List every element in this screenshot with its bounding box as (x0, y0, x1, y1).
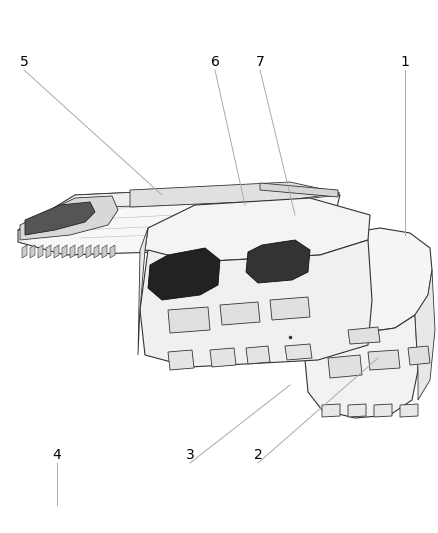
Polygon shape (94, 245, 99, 258)
Polygon shape (46, 245, 51, 258)
Polygon shape (168, 307, 210, 333)
Text: 6: 6 (211, 55, 219, 69)
Polygon shape (18, 185, 340, 230)
Polygon shape (20, 196, 118, 240)
Polygon shape (86, 245, 91, 258)
Text: 4: 4 (53, 448, 61, 462)
Polygon shape (110, 245, 115, 258)
Polygon shape (38, 245, 43, 258)
Polygon shape (168, 350, 194, 370)
Polygon shape (145, 198, 370, 262)
Polygon shape (18, 185, 340, 255)
Polygon shape (310, 228, 432, 333)
Polygon shape (374, 404, 392, 417)
Text: 1: 1 (401, 55, 410, 69)
Polygon shape (138, 228, 148, 355)
Polygon shape (285, 344, 312, 360)
Text: 2: 2 (254, 448, 262, 462)
Text: 3: 3 (186, 448, 194, 462)
Polygon shape (246, 240, 310, 283)
Polygon shape (348, 404, 366, 417)
Polygon shape (130, 182, 340, 207)
Text: 7: 7 (256, 55, 265, 69)
Polygon shape (260, 183, 338, 197)
Polygon shape (322, 404, 340, 417)
Polygon shape (210, 348, 236, 367)
Text: 5: 5 (20, 55, 28, 69)
Polygon shape (140, 240, 372, 367)
Polygon shape (70, 245, 75, 258)
Polygon shape (30, 245, 35, 258)
Polygon shape (78, 245, 83, 258)
Polygon shape (415, 270, 435, 400)
Polygon shape (22, 245, 27, 258)
Polygon shape (246, 346, 270, 364)
Polygon shape (220, 302, 260, 325)
Polygon shape (305, 308, 418, 418)
Polygon shape (400, 404, 418, 417)
Polygon shape (62, 245, 67, 258)
Polygon shape (348, 327, 380, 344)
Polygon shape (368, 350, 400, 370)
Polygon shape (328, 355, 362, 378)
Polygon shape (25, 202, 95, 235)
Polygon shape (270, 297, 310, 320)
Polygon shape (102, 245, 107, 258)
Polygon shape (54, 245, 59, 258)
Polygon shape (408, 346, 430, 365)
Polygon shape (148, 248, 220, 300)
